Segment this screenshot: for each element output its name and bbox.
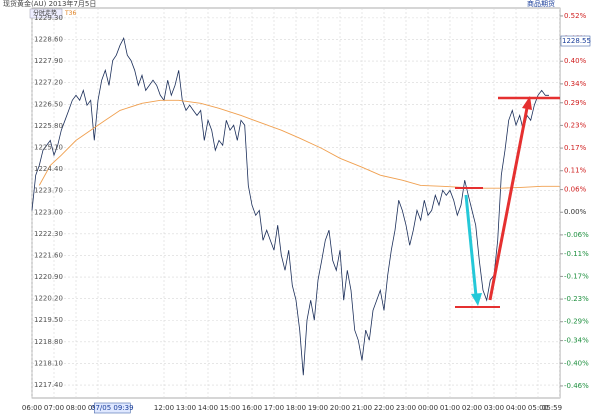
x-tick-label: 05:00 [528,404,548,412]
y-tick-label: 1217.40 [34,381,63,389]
y2-tick-label: -0.40% [564,359,589,367]
x-tick-label: 15:00 [220,404,240,412]
x-tick-label: 04:00 [506,404,526,412]
x-tick-label: 23:00 [396,404,416,412]
x-tick-label: 05:59 [542,404,562,412]
y-tick-label: 1228.60 [34,35,63,43]
price-marker-box [560,35,591,47]
y2-tick-label: 0.29% [564,99,587,107]
red-arrow [488,107,529,301]
y2-tick-label: 0.17% [564,144,587,152]
plot-frame [31,7,561,399]
x-tick-label: 19:00 [308,404,328,412]
tab2-label[interactable]: T36 [64,10,76,17]
cyan-arrow [464,194,478,297]
y2-tick-label: 0.00% [564,208,587,216]
x-tick-label: 17:00 [264,404,284,412]
x-tick-label: 02:00 [462,404,482,412]
y2-tick-label: -0.23% [564,295,589,303]
tab-button[interactable] [29,8,63,19]
y-tick-label: 1218.10 [34,359,63,367]
y2-tick-label: -0.29% [564,318,589,326]
y2-tick-label: -0.34% [564,337,589,345]
x-tick-label: 22:00 [374,404,394,412]
y-tick-label: 1221.60 [34,251,63,259]
y2-tick-label: 0.23% [564,121,587,129]
y-tick-label: 1220.20 [34,295,63,303]
x-tick-label: 08:00 [66,404,86,412]
y-tick-label: 1222.30 [34,230,63,238]
cursor-box [94,402,131,414]
y-tick-label: 1220.90 [34,273,63,281]
y-tick-label: 1219.50 [34,316,63,324]
y-tick-label: 1224.40 [34,165,63,173]
y-tick-label: 1223.00 [34,208,63,216]
x-tick-label: 16:00 [242,404,262,412]
y2-tick-label: 0.34% [564,80,587,88]
cursor-label: 07/05 09:39 [91,404,134,412]
y2-tick-label: 0.11% [564,167,587,175]
x-tick-label: 07:00 [44,404,64,412]
header-title: 现货黄金(AU) 2013年7月5日 [3,0,96,8]
y-tick-label: 1218.80 [34,338,63,346]
x-tick-label: 20:00 [330,404,350,412]
y2-tick-label: -0.06% [564,231,589,239]
price-line [31,37,549,376]
y-tick-label: 1226.50 [34,100,63,108]
cyan-arrowhead [471,293,482,306]
y-tick-label: 1227.90 [34,57,63,65]
tab-label[interactable]: 分时走势 [33,9,57,17]
x-tick-label: 06:00 [22,404,42,412]
x-tick-label: 21:00 [352,404,372,412]
y2-tick-label: 0.40% [564,57,587,65]
drawings [455,96,560,308]
y-tick-label: 1229.30 [34,14,63,22]
y2-tick-label: 0.06% [564,186,587,194]
x-tick-label: 14:00 [198,404,218,412]
y-tick-label: 1225.10 [34,143,63,151]
y2-tick-label: 0.52% [564,12,587,20]
x-tick-label: 13:00 [176,404,196,412]
y2-tick-label: -0.11% [564,250,589,258]
y-tick-label: 1223.70 [34,187,63,195]
red-arrowhead [522,96,532,110]
x-tick-label: 01:00 [440,404,460,412]
x-tick-label: 03:00 [484,404,504,412]
y2-tick-label: -0.46% [564,382,589,390]
y-tick-label: 1227.20 [34,79,63,87]
x-tick-label: 12:00 [154,404,174,412]
y2-tick-label: -0.17% [564,272,589,280]
header-link[interactable]: 商品期货 [527,0,555,8]
y-tick-label: 1225.80 [34,122,63,130]
grid [31,8,560,398]
x-tick-label: 18:00 [286,404,306,412]
price-marker: 1228.55 [562,37,591,45]
x-tick-label: 00:00 [418,404,438,412]
